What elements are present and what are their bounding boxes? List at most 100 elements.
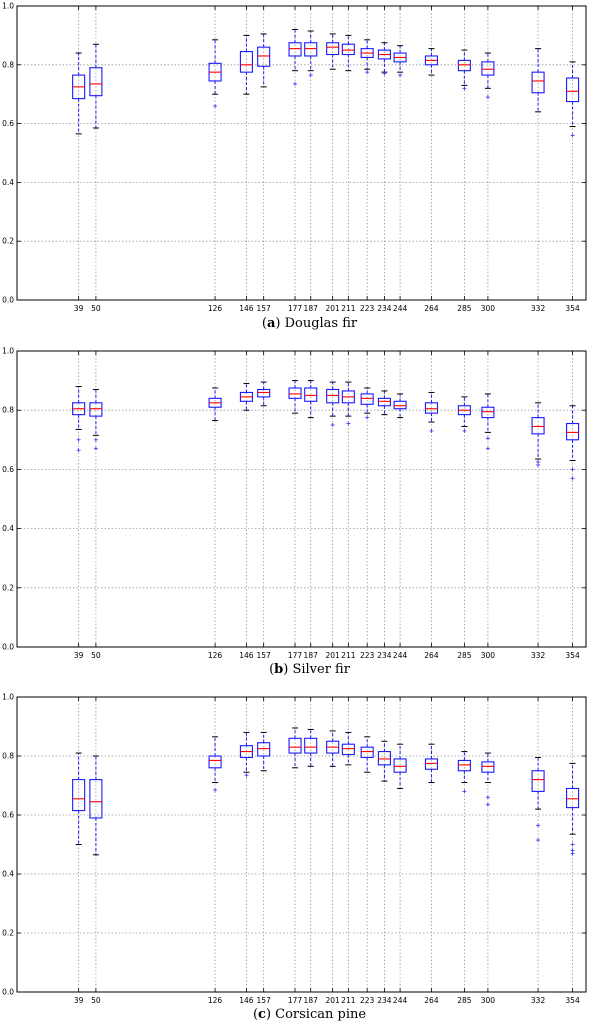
box-211: [341, 34, 355, 72]
flier-point: [485, 436, 490, 441]
box-285: [457, 396, 471, 433]
box-iqr: [393, 400, 407, 410]
x-tick-label: 177: [288, 651, 303, 660]
box-iqr: [288, 387, 302, 399]
box-39: [72, 52, 86, 135]
flier-point: [330, 423, 335, 427]
box-201: [326, 33, 340, 70]
x-tick-label: 146: [239, 996, 254, 1005]
box-iqr: [239, 51, 253, 73]
x-tick-label: 332: [531, 651, 546, 660]
box-iqr: [304, 42, 318, 57]
box-354: [566, 61, 580, 138]
x-tick-label: 146: [239, 651, 254, 660]
caption-paren-open: (: [253, 1007, 258, 1022]
box-187: [304, 728, 318, 767]
box-223: [360, 39, 374, 75]
chart-panel-c: 0.0 0.2 0.4 0.6 0.8 1.0 39 50 126 146 157 177 187 201…: [2, 693, 587, 1022]
flier-point: [462, 86, 467, 91]
box-iqr: [288, 737, 302, 754]
x-tick-label: 211: [341, 996, 356, 1005]
x-tick-label: 177: [288, 996, 303, 1005]
x-tick-label: 126: [208, 304, 223, 313]
y-tick-label: 0.6: [2, 811, 14, 820]
plot-frame: [16, 5, 587, 301]
x-tick-label: 201: [326, 996, 341, 1005]
plot-frame: [16, 696, 587, 993]
box-354: [566, 762, 580, 856]
box-iqr: [457, 59, 471, 72]
caption-title: ) Douglas fir: [275, 316, 358, 331]
x-tick-label: 234: [377, 651, 392, 660]
x-tick-label: 244: [393, 996, 408, 1005]
flier-point: [462, 428, 467, 433]
box-iqr: [424, 402, 439, 414]
box-223: [360, 387, 374, 420]
box-211: [341, 381, 355, 426]
box-126: [208, 387, 222, 422]
y-tick-label: 0.0: [2, 643, 14, 652]
box-iqr: [89, 402, 103, 417]
box-iqr: [72, 779, 86, 812]
flier-point: [365, 415, 370, 420]
box-187: [304, 380, 318, 419]
y-tick-label: 0.2: [2, 583, 14, 592]
box-234: [377, 42, 391, 76]
flier-point: [93, 437, 98, 442]
x-tick-label: 50: [91, 651, 101, 660]
box-iqr: [257, 388, 271, 398]
y-tick-label: 0.0: [2, 988, 14, 997]
box-354: [566, 405, 580, 481]
box-157: [257, 381, 271, 407]
x-tick-label: 126: [208, 651, 223, 660]
flier-point: [570, 476, 575, 481]
x-tick-label: 300: [481, 304, 496, 313]
flier-point: [93, 446, 98, 451]
box-iqr: [531, 417, 545, 435]
x-tick-label: 157: [257, 651, 272, 660]
x-tick-label: 126: [208, 996, 223, 1005]
box-285: [457, 751, 471, 794]
box-iqr: [566, 787, 580, 809]
flier-point: [485, 802, 490, 807]
flier-point: [536, 838, 541, 843]
x-tick-label: 300: [481, 996, 496, 1005]
caption-paren-open: (: [262, 316, 267, 331]
flier-point: [485, 95, 490, 100]
flier-point: [76, 448, 81, 453]
box-iqr: [360, 393, 374, 405]
x-tick-label: 50: [91, 996, 101, 1005]
box-iqr: [393, 758, 407, 773]
flier-point: [213, 103, 218, 108]
box-146: [239, 383, 253, 411]
flier-point: [570, 851, 575, 856]
box-iqr: [257, 46, 271, 67]
box-300: [481, 752, 495, 807]
box-146: [239, 731, 253, 778]
x-tick-label: 211: [341, 651, 356, 660]
box-iqr: [208, 755, 222, 769]
box-iqr: [424, 758, 439, 770]
y-tick-label: 0.0: [2, 296, 14, 305]
x-tick-label: 223: [360, 304, 375, 313]
panel-caption: (a) Douglas fir: [262, 316, 358, 331]
box-iqr: [566, 422, 580, 441]
box-332: [531, 48, 545, 113]
box-223: [360, 736, 374, 773]
box-264: [424, 743, 439, 784]
box-244: [393, 393, 407, 419]
x-tick-label: 39: [74, 996, 84, 1005]
y-tick-label: 0.4: [2, 870, 14, 879]
x-tick-label: 157: [257, 996, 272, 1005]
y-tick-label: 0.4: [2, 524, 14, 533]
box-126: [208, 39, 222, 108]
flier-point: [346, 421, 351, 426]
panel-caption: (c) Corsican pine: [253, 1007, 366, 1022]
caption-title: ) Corsican pine: [266, 1007, 366, 1022]
x-tick-label: 354: [565, 304, 580, 313]
x-tick-label: 264: [424, 996, 439, 1005]
x-tick-label: 146: [239, 304, 254, 313]
x-tick-label: 211: [341, 304, 356, 313]
box-iqr: [377, 397, 391, 407]
y-tick-label: 1.0: [2, 347, 14, 356]
